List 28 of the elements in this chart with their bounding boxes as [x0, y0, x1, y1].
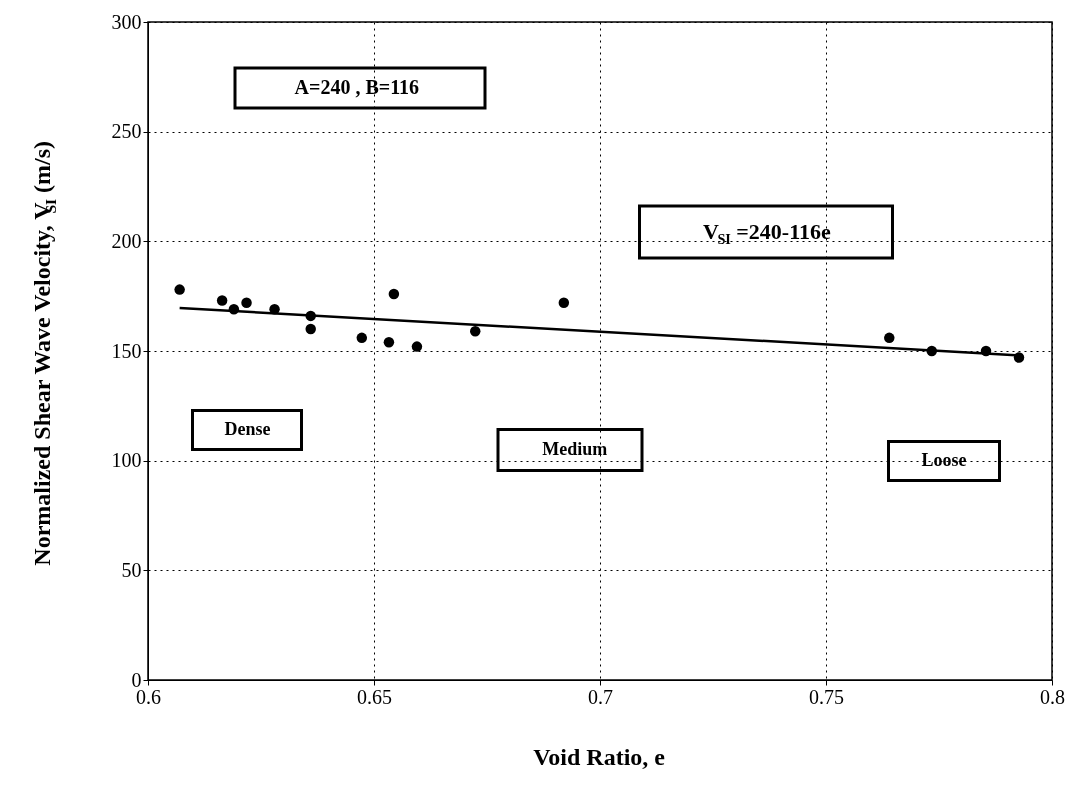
y-tick-label: 100: [111, 449, 142, 472]
point: [411, 341, 423, 352]
y-tick-label: 200: [111, 229, 142, 252]
y-tick-label: 0: [131, 668, 142, 691]
y-tick-label: 150: [111, 339, 142, 362]
annotation: Loose: [921, 450, 967, 470]
point: [383, 336, 395, 348]
point: [470, 326, 481, 337]
point: [241, 297, 252, 308]
point: [884, 332, 895, 344]
point: [305, 323, 316, 335]
point: [216, 295, 228, 306]
point: [558, 297, 570, 308]
annotation: Dense: [224, 419, 271, 439]
x-tick-label: 0.65: [357, 685, 392, 708]
y-tick-label: 50: [121, 558, 142, 581]
x-tick-label: 0.7: [588, 685, 613, 708]
point: [388, 288, 400, 300]
point: [356, 332, 368, 344]
point: [174, 284, 185, 295]
annotation: Medium: [542, 439, 608, 459]
x-tick-label: 0.8: [1040, 685, 1065, 708]
point: [1013, 352, 1025, 363]
y-tick-label: 250: [111, 120, 142, 143]
x-axis-title: Void Ratio, e: [533, 744, 666, 770]
y-tick-label: 300: [111, 10, 142, 33]
x-tick-label: 0.75: [809, 685, 844, 708]
annotation: A=240 , B=116: [294, 76, 420, 98]
